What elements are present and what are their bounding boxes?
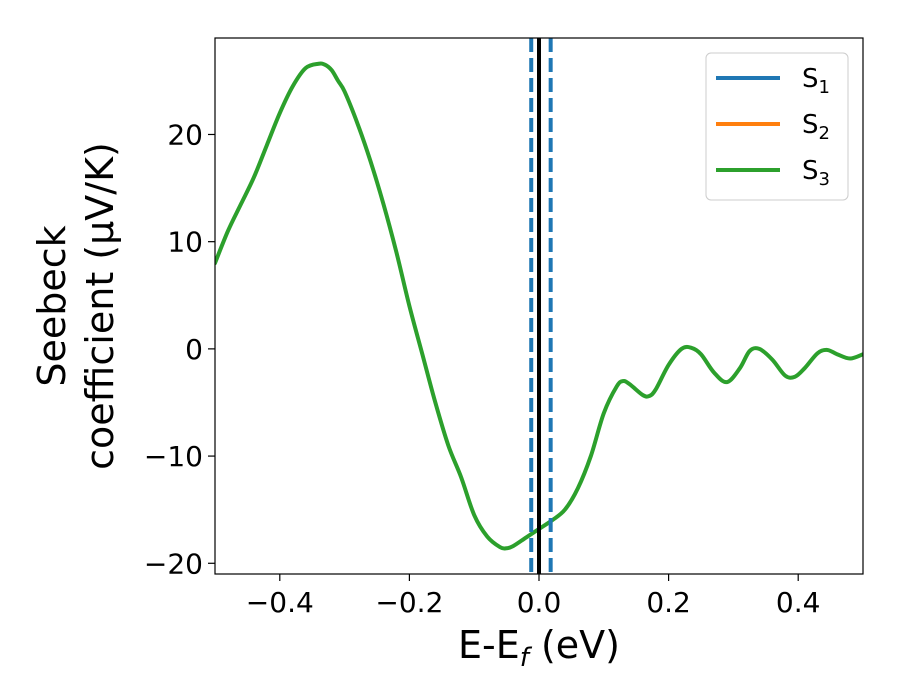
y-tick-label: −20 [144,547,203,580]
y-tick-label: 20 [167,118,203,151]
y-axis-ticks: −20 −10 0 10 20 [144,118,215,580]
y-tick-label: 0 [185,333,203,366]
y-tick-label: −10 [144,440,203,473]
y-axis-label-line1: Seebeck [30,225,74,386]
x-tick-label: 0.2 [646,586,691,619]
x-tick-label: 0.0 [517,586,562,619]
x-axis-label-unit: (eV) [529,623,620,667]
legend-label-3: S3 [802,156,830,190]
legend-label-1: S1 [802,64,830,98]
vline-layer [529,38,553,574]
series-layer [215,61,863,551]
legend-label-2: S2 [802,110,830,144]
legend: S1 S2 S3 [705,52,849,201]
x-tick-label: −0.2 [375,586,443,619]
y-axis-label: Seebeck coefficient (μV/K) [30,142,122,470]
series-line-1 [215,61,863,551]
y-axis-label-line2: coefficient (μV/K) [78,142,122,470]
x-axis-ticks: −0.4 −0.2 0.0 0.2 0.4 [246,574,821,619]
y-tick-label: 10 [167,226,203,259]
legend-box [705,52,849,201]
x-tick-label: −0.4 [246,586,314,619]
x-tick-label: 0.4 [776,586,821,619]
x-axis-label: E-Ef (eV) [458,623,620,673]
